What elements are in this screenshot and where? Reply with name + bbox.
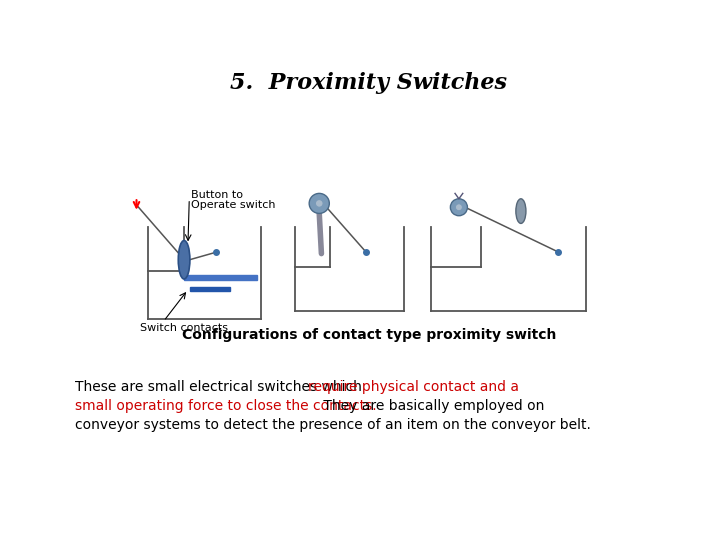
Circle shape: [309, 193, 329, 213]
Bar: [184, 275, 257, 280]
Ellipse shape: [179, 240, 190, 279]
Text: Operate switch: Operate switch: [191, 200, 275, 210]
Text: Switch contacts: Switch contacts: [140, 323, 228, 333]
Text: 5.  Proximity Switches: 5. Proximity Switches: [230, 72, 508, 94]
Circle shape: [451, 199, 467, 215]
Text: require physical contact and a: require physical contact and a: [308, 380, 519, 394]
Text: They are basically employed on: They are basically employed on: [319, 399, 544, 413]
Circle shape: [456, 204, 462, 211]
Ellipse shape: [516, 199, 526, 224]
Text: Button to: Button to: [191, 190, 243, 200]
Circle shape: [315, 200, 323, 207]
Text: small operating force to close the contacts.: small operating force to close the conta…: [75, 399, 377, 413]
Text: These are small electrical switches which: These are small electrical switches whic…: [75, 380, 366, 394]
Bar: [190, 287, 230, 291]
Text: conveyor systems to detect the presence of an item on the conveyor belt.: conveyor systems to detect the presence …: [75, 418, 591, 432]
Text: Configurations of contact type proximity switch: Configurations of contact type proximity…: [182, 328, 556, 342]
